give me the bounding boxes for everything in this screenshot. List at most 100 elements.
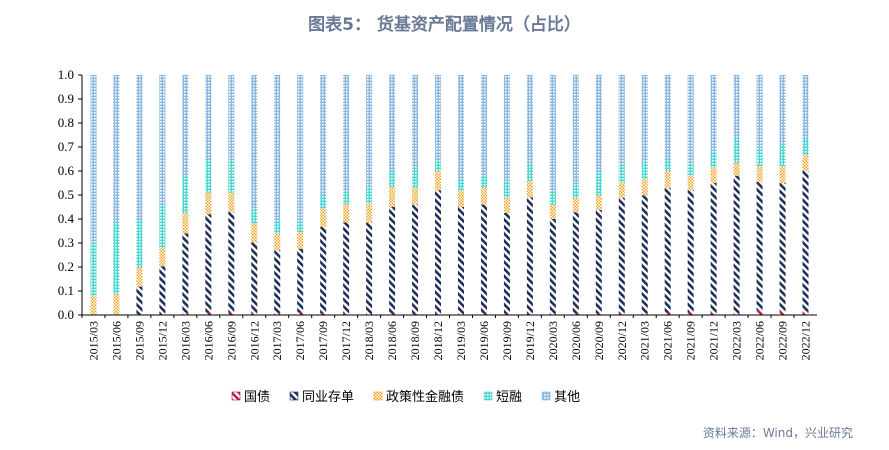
bar-segment-duanrong [251,208,258,224]
bar-segment-guozhai [503,313,510,315]
bar-segment-zhengce-jinrongzhai [756,166,763,182]
bar-segment-duanrong [779,144,786,167]
x-axis-labels: 2015/03 2015/06 2015/09 2015/12 2016/03 2016/… [86,321,812,360]
bar-segment-zhengce-jinrongzhai [779,166,786,183]
y-tick-label: 0.7 [58,139,75,154]
bar-segment-zhengce-jinrongzhai [664,171,671,188]
bar-segment-zhengce-jinrongzhai [802,155,809,171]
x-tick-label: 2021/09 [684,321,698,360]
bar-segment-tongye-cundan [457,207,464,314]
bar-segment-zhengce-jinrongzhai [710,167,717,183]
bar-segment-guozhai [320,313,327,315]
bar-segment-qita [503,75,510,181]
x-tick-label: 2017/03 [270,321,284,360]
x-tick-label: 2018/06 [385,321,399,360]
legend-label-duanrong: 短融 [496,390,522,405]
bar-segment-tongye-cundan [710,183,717,313]
bar-segment-guozhai [274,312,281,315]
bar-segment-zhengce-jinrongzhai [159,248,166,267]
bar-segment-duanrong [90,243,97,297]
bar-segment-duanrong [412,168,419,188]
bar-segment-qita [710,75,717,152]
y-tick-label: 0.2 [58,259,74,274]
bar-segment-tongye-cundan [572,212,579,314]
bar-segment-guozhai [687,312,694,315]
x-tick-label: 2020/03 [546,321,560,360]
bar-segment-qita [389,75,396,171]
bar-segment-zhengce-jinrongzhai [412,187,419,205]
bar-segment-zhengce-jinrongzhai [503,197,510,213]
bar-segment-qita [274,75,281,221]
x-tick-label: 2017/06 [293,321,307,360]
bar-segment-qita [664,75,671,159]
x-tick-label: 2020/12 [615,321,629,360]
bar-segment-qita [435,75,442,161]
x-tick-label: 2017/12 [339,321,353,360]
bar-segment-zhengce-jinrongzhai [687,175,694,191]
bar-segment-duanrong [182,177,189,213]
bar-segment-guozhai [389,313,396,315]
bar-segment-tongye-cundan [549,219,556,314]
bar-segment-duanrong [159,205,166,249]
legend: 国债 同业存单 政策性金融债 短融 其他 [231,389,580,405]
bar-segment-tongye-cundan [503,213,510,314]
bar-segment-zhengce-jinrongzhai [297,232,304,249]
bar-segment-guozhai [205,312,212,315]
legend-label-guozhai: 国债 [244,390,270,405]
bar-segment-guozhai [526,313,533,315]
y-tick-label: 0.3 [58,235,74,250]
bar-segment-tongye-cundan [366,222,373,314]
bar-segment-guozhai [435,313,442,315]
bar-segment-qita [687,75,694,164]
legend-label-tongye-cundan: 同业存单 [302,390,354,405]
bar-segment-duanrong [595,171,602,196]
bar-segment-zhengce-jinrongzhai [366,203,373,223]
x-tick-label: 2019/12 [523,321,537,360]
legend-label-zhengce-jinrongzhai: 政策性金融债 [386,389,464,405]
x-tick-label: 2019/03 [454,321,468,360]
bar-segment-guozhai [641,313,648,315]
bar-segment-duanrong [802,138,809,156]
bar-segment-zhengce-jinrongzhai [526,180,533,198]
bar-segment-duanrong [710,151,717,168]
bar-segment-duanrong [664,159,671,171]
bar-segment-qita [457,75,464,180]
bar-segment-qita [159,75,166,206]
x-tick-label: 2021/03 [638,321,652,360]
bar-segment-duanrong [297,221,304,233]
y-tick-label: 0.0 [58,307,74,322]
bar-segment-zhengce-jinrongzhai [274,233,281,251]
bar-segment-duanrong [274,220,281,234]
y-axis-labels: 0.0 0.1 0.2 0.3 0.4 0.5 0.6 0.7 0.8 0.9 1.0 [58,67,75,322]
chart-title: 图表5： 货基资产配置情况（占比） [308,15,581,35]
bar-segment-duanrong [366,186,373,204]
legend-swatch-guozhai [231,391,241,401]
legend-swatch-zhengce-jinrongzhai [373,391,383,401]
bar-segment-zhengce-jinrongzhai [618,182,625,198]
x-tick-label: 2019/06 [477,321,491,360]
bar-segment-zhengce-jinrongzhai [136,267,143,287]
bar-segment-tongye-cundan [343,222,350,314]
bar-segment-guozhai [251,313,258,315]
bar-segment-guozhai [297,312,304,315]
x-tick-label: 2022/06 [753,321,767,360]
bar-segment-tongye-cundan [664,187,671,313]
x-tick-label: 2015/03 [86,321,100,360]
chart-source: 资料来源：Wind，兴业研究 [702,426,853,440]
bar-segment-qita [228,75,235,162]
bar-segment-qita [297,75,304,222]
legend-swatch-qita [541,391,551,401]
x-tick-label: 2018/09 [408,321,422,360]
bar-segment-qita [412,75,419,169]
x-tick-label: 2018/12 [431,321,445,360]
bar-segment-guozhai [549,313,556,315]
bar-segment-tongye-cundan [205,214,212,313]
x-tick-label: 2015/09 [132,321,146,360]
bar-segment-duanrong [733,138,740,163]
bar-segment-duanrong [756,149,763,167]
x-tick-label: 2016/09 [224,321,238,360]
x-tick-label: 2018/03 [362,321,376,360]
bar-segment-tongye-cundan [802,171,809,312]
bar-segment-tongye-cundan [159,266,166,315]
x-tick-label: 2017/09 [316,321,330,360]
